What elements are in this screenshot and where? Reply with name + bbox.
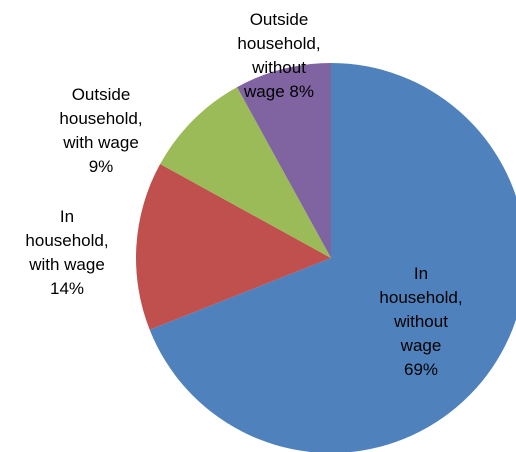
slice-label-line: Outside [72, 85, 131, 104]
slice-label-line: Outside [250, 10, 309, 29]
pie-slice-1 [135, 164, 331, 330]
pie-slice-0 [149, 63, 516, 452]
pie-slice-2 [160, 87, 331, 259]
slice-label-line: household, [25, 231, 108, 250]
slice-label-line: wage [400, 336, 442, 355]
slice-label-line: household, [237, 34, 320, 53]
slice-label-line: wage 8% [243, 82, 314, 101]
slice-label-line: without [251, 58, 306, 77]
slice-label-3: Outside household, without wage 8% [237, 10, 320, 101]
slice-label-line: with wage [28, 255, 105, 274]
slice-label-line: household, [379, 288, 462, 307]
slice-label-0: In household, without wage 69% [379, 264, 462, 379]
slice-label-line: In [414, 264, 428, 283]
slice-label-line: without [393, 312, 448, 331]
pie-slices [135, 63, 516, 452]
slice-label-line: In [60, 207, 74, 226]
slice-label-line: 69% [404, 360, 438, 379]
slice-label-line: with wage [62, 133, 139, 152]
slice-label-1: In household, with wage 14% [25, 207, 108, 298]
slice-label-line: 9% [89, 157, 114, 176]
slice-labels: In household, without wage 69% In household, wi… [25, 10, 462, 379]
slice-label-2: Outside household, with wage 9% [59, 85, 142, 176]
slice-label-line: 14% [50, 279, 84, 298]
pie-slice-3 [237, 63, 331, 258]
slice-label-line: household, [59, 109, 142, 128]
